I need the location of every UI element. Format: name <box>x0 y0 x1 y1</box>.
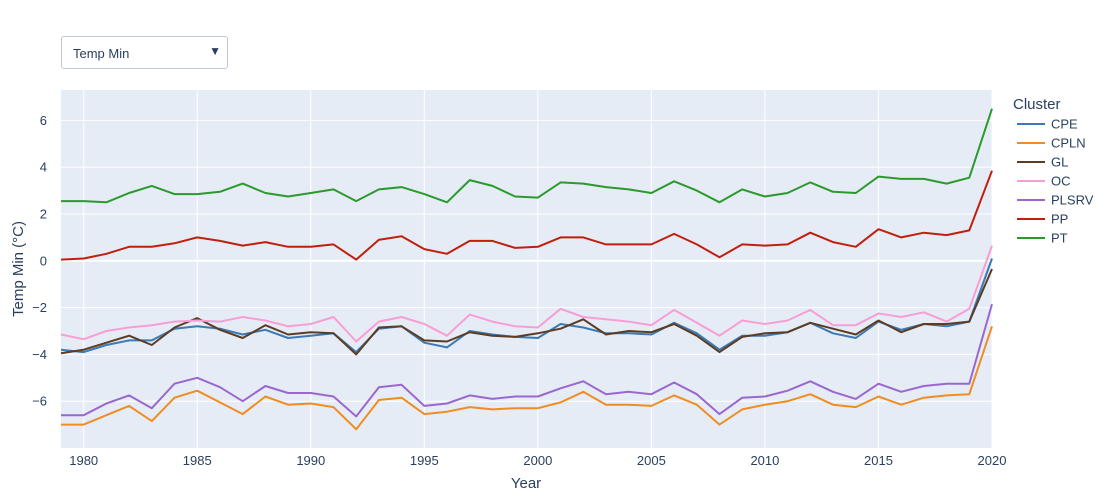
series-line-pt[interactable] <box>61 108 993 204</box>
legend-label: PT <box>1051 231 1068 246</box>
x-tick-label: 2000 <box>523 453 552 468</box>
legend-item-cpln[interactable]: CPLN <box>1017 136 1086 151</box>
y-tick-label: 4 <box>40 160 47 175</box>
x-tick-label: 2020 <box>978 453 1007 468</box>
legend-title: Cluster <box>1013 96 1061 113</box>
legend-item-plsrv[interactable]: PLSRV <box>1017 193 1094 208</box>
axis-ticks: 1980 1985 1990 1995 2000 2005 2010 2015 2020 6 4 2 0… <box>32 113 1006 468</box>
y-tick-label: −6 <box>32 394 47 409</box>
legend-item-pt[interactable]: PT <box>1017 231 1068 246</box>
x-tick-label: 2015 <box>864 453 893 468</box>
series-line-pp[interactable] <box>60 170 993 261</box>
dropdown-selected-value: Temp Min <box>73 46 130 61</box>
legend-item-pp[interactable]: PP <box>1017 212 1068 227</box>
legend-item-cpe[interactable]: CPE <box>1017 117 1078 132</box>
series-line-oc[interactable] <box>60 245 993 343</box>
legend-label: PLSRV <box>1051 193 1094 208</box>
x-tick-label: 1995 <box>410 453 439 468</box>
plot-area <box>61 90 992 448</box>
legend-label: GL <box>1051 155 1068 170</box>
y-axis-title: Temp Min (°C) <box>10 221 27 317</box>
legend-item-gl[interactable]: GL <box>1017 155 1068 170</box>
variable-dropdown[interactable]: Temp Min ▼ <box>61 36 228 69</box>
y-tick-label: 2 <box>40 207 47 222</box>
x-tick-label: 1990 <box>296 453 325 468</box>
series-line-gl[interactable] <box>60 268 993 356</box>
x-tick-label: 2010 <box>750 453 779 468</box>
gridlines <box>61 90 993 448</box>
legend: CPE CPLN GL OC PLSRV PP PT <box>1017 117 1094 246</box>
series-line-cpln[interactable] <box>61 325 993 431</box>
y-tick-label: 6 <box>40 113 47 128</box>
x-tick-label: 1980 <box>69 453 98 468</box>
x-tick-label: 2005 <box>637 453 666 468</box>
series-line-plsrv[interactable] <box>61 303 993 418</box>
x-tick-label: 1985 <box>183 453 212 468</box>
chevron-down-icon: ▼ <box>209 44 221 58</box>
legend-item-oc[interactable]: OC <box>1017 174 1071 189</box>
legend-label: CPLN <box>1051 136 1086 151</box>
y-tick-label: −2 <box>32 300 47 315</box>
series-lines <box>60 108 993 431</box>
y-tick-label: 0 <box>40 253 47 268</box>
legend-label: CPE <box>1051 117 1078 132</box>
x-axis-title: Year <box>511 475 541 492</box>
y-tick-label: −4 <box>32 347 47 362</box>
legend-label: PP <box>1051 212 1068 227</box>
legend-label: OC <box>1051 174 1071 189</box>
